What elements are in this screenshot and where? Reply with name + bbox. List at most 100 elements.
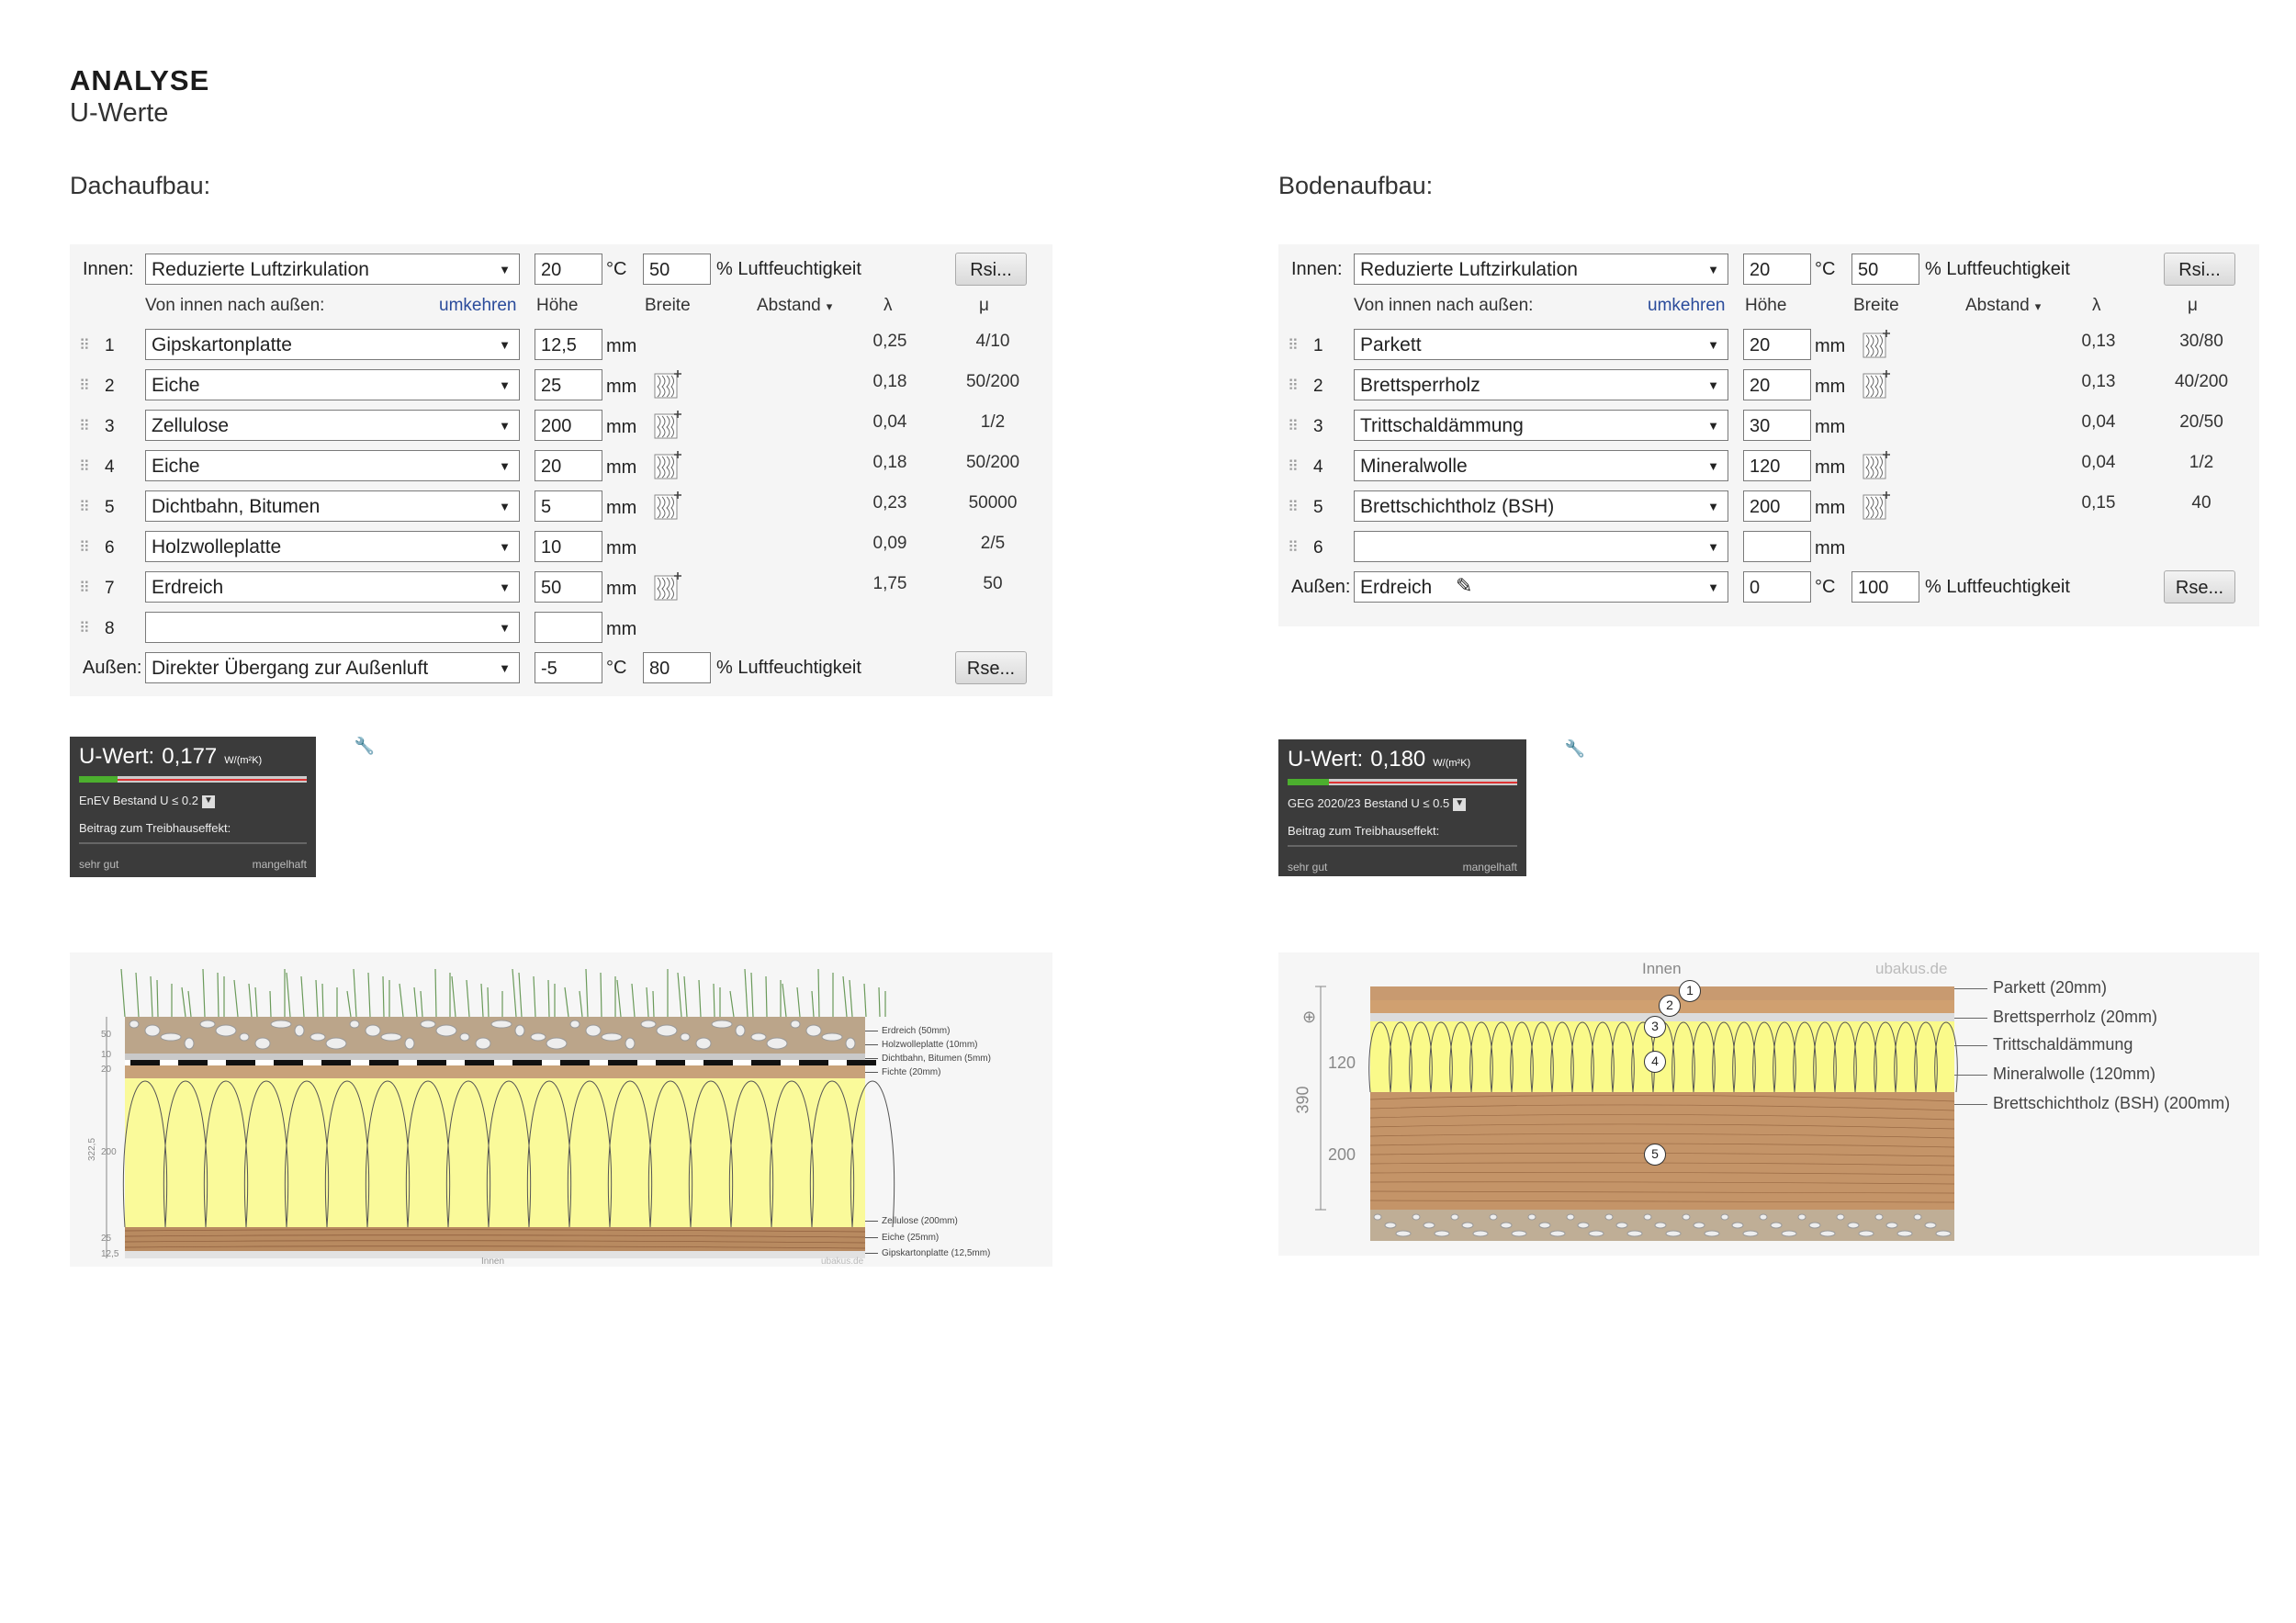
floor-layer-panel: Innen: Reduzierte Luftzirkulation ▼ 20 °C 50%… [1278,244,2259,626]
layer-height-input[interactable]: 30 [1743,410,1811,441]
drag-handle-icon[interactable]: ⠿ [1288,338,1299,354]
material-select[interactable]: ▼ [1354,531,1728,562]
wood-grain-icon[interactable] [1863,370,1890,400]
inside-condition-select[interactable]: Reduzierte Luftzirkulation ▼ [145,254,520,285]
outside-humidity-input[interactable]: 100 [1851,571,1919,603]
layer-height-input[interactable]: 200 [1743,490,1811,522]
material-select[interactable]: Zellulose ▼ [145,410,520,441]
wrench-icon[interactable]: 🔧 [1564,739,1585,758]
material-select[interactable]: Eiche ▼ [145,450,520,481]
layer-number: 6 [105,538,115,558]
drag-handle-icon[interactable]: ⠿ [1288,419,1299,434]
layer-height-input[interactable]: 12,5 [535,329,602,360]
layer-number: 4 [1313,457,1323,477]
uwert-value: 0,180 [1370,747,1426,772]
rsi-button[interactable]: Rsi... [955,253,1027,286]
leader-line [865,1058,878,1059]
uwert-standard[interactable]: GEG 2020/23 Bestand U ≤ 0.5 ▼ [1288,796,1467,811]
drag-handle-icon[interactable]: ⠿ [79,338,90,354]
wood-grain-icon[interactable] [654,572,681,602]
material-select[interactable]: Holzwolleplatte ▼ [145,531,520,562]
layer-height-input[interactable]: 50 [535,571,602,603]
wrench-icon[interactable]: 🔧 [354,737,375,755]
reverse-link[interactable]: umkehren [1648,296,1726,315]
layer-height-input[interactable]: 20 [535,450,602,481]
outside-temp-input[interactable]: 0 [1743,571,1811,603]
dimension-label: 322,5 [87,1137,98,1162]
dropdown-icon[interactable]: ▼ [202,795,215,808]
drag-handle-icon[interactable]: ⠿ [1288,500,1299,515]
reverse-link[interactable]: umkehren [439,296,517,315]
outside-condition-select[interactable]: Direkter Übergang zur Außenluft ▼ [145,652,520,683]
mm-unit: mm [606,377,637,397]
material-select[interactable]: Gipskartonplatte ▼ [145,329,520,360]
mm-unit: mm [1815,336,1846,356]
drag-handle-icon[interactable]: ⠿ [1288,378,1299,394]
wood-grain-icon[interactable] [654,370,681,400]
col-spacing[interactable]: Abstand ▾ [757,296,832,316]
zoom-icon[interactable]: ⊕ [1302,1008,1317,1026]
drag-handle-icon[interactable]: ⠿ [79,378,90,394]
drag-handle-icon[interactable]: ⠿ [79,419,90,434]
uwert-standard[interactable]: EnEV Bestand U ≤ 0.2 ▼ [79,794,215,808]
material-select[interactable]: Erdreich ▼ [145,571,520,603]
material-select[interactable]: Dichtbahn, Bitumen ▼ [145,490,520,522]
dimension-label: 12,5 [101,1249,119,1259]
rse-button[interactable]: Rse... [955,651,1027,684]
drag-handle-icon[interactable]: ⠿ [1288,540,1299,556]
outside-temp-input[interactable]: -5 [535,652,602,683]
layer-height-input[interactable]: 5 [535,490,602,522]
drag-handle-icon[interactable]: ⠿ [79,580,90,596]
layer-height-input[interactable] [535,612,602,643]
inside-humidity-input[interactable]: 50 [643,254,711,285]
uwert-bar [1288,779,1517,785]
dimension-label: 390 [1293,1086,1312,1114]
layer-height-input[interactable]: 10 [535,531,602,562]
inside-humidity-input[interactable]: 50 [1851,254,1919,285]
outside-condition-select[interactable]: Erdreich ▼ ✎ [1354,571,1728,603]
layer-height-input[interactable]: 120 [1743,450,1811,481]
drag-handle-icon[interactable]: ⠿ [1288,459,1299,475]
pencil-icon[interactable]: ✎ [1456,574,1473,597]
wood-grain-icon[interactable] [1863,330,1890,359]
material-select[interactable]: Brettsperrholz ▼ [1354,369,1728,400]
dropdown-icon[interactable]: ▼ [1453,797,1467,811]
material-select[interactable]: Trittschaldämmung ▼ [1354,410,1728,441]
outside-humidity-input[interactable]: 80 [643,652,711,683]
drag-handle-icon[interactable]: ⠿ [79,540,90,556]
wood-grain-icon[interactable] [1863,491,1890,521]
rse-button[interactable]: Rse... [2164,570,2235,603]
material-select[interactable]: ▼ [145,612,520,643]
layer-number: 3 [105,417,115,436]
inside-temp-input[interactable]: 20 [1743,254,1811,285]
layer-height-input[interactable] [1743,531,1811,562]
wood-grain-icon[interactable] [654,451,681,480]
mm-unit: mm [1815,377,1846,397]
wood-grain-icon[interactable] [654,491,681,521]
layer-height-input[interactable]: 25 [535,369,602,400]
layer-number: 2 [1313,377,1323,396]
scale-good: sehr gut [1288,861,1328,873]
lambda-value: 0,13 [2081,332,2116,351]
layer-height-input[interactable]: 20 [1743,329,1811,360]
layer-height-input[interactable]: 20 [1743,369,1811,400]
material-select[interactable]: Parkett ▼ [1354,329,1728,360]
rsi-button[interactable]: Rsi... [2164,253,2235,286]
material-select[interactable]: Eiche ▼ [145,369,520,400]
drag-handle-icon[interactable]: ⠿ [79,621,90,637]
lambda-value: 1,75 [872,574,907,593]
wood-grain-icon[interactable] [654,411,681,440]
drag-handle-icon[interactable]: ⠿ [79,500,90,515]
inside-condition-select[interactable]: Reduzierte Luftzirkulation ▼ [1354,254,1728,285]
wood-grain-icon[interactable] [1863,451,1890,480]
drag-handle-icon[interactable]: ⠿ [79,459,90,475]
layer-number: 6 [1313,538,1323,558]
material-select[interactable]: Mineralwolle ▼ [1354,450,1728,481]
outside-condition-select-value: Direkter Übergang zur Außenluft [152,658,429,679]
lambda-value: 0,18 [872,453,907,472]
celsius-unit: °C [1815,577,1836,597]
inside-temp-input[interactable]: 20 [535,254,602,285]
layer-height-input[interactable]: 200 [535,410,602,441]
col-spacing[interactable]: Abstand ▾ [1965,296,2041,316]
material-select[interactable]: Brettschichtholz (BSH) ▼ [1354,490,1728,522]
